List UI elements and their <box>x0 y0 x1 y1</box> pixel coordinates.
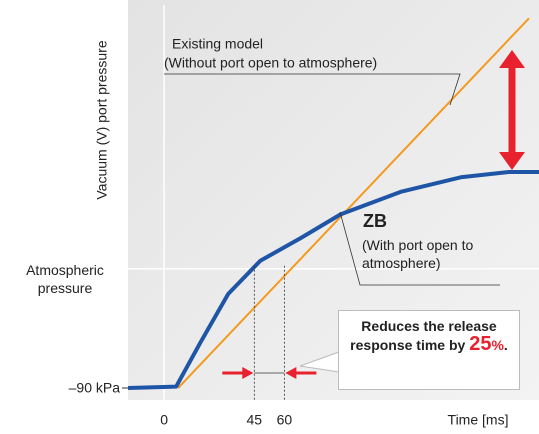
y-tick-label: Atmospheric pressure <box>26 261 104 296</box>
series-line <box>127 169 539 390</box>
callout-end: . <box>503 337 508 353</box>
x-tick-label: 0 <box>160 412 168 428</box>
series-line <box>177 17 530 389</box>
diff-arrow-head <box>499 152 525 170</box>
y-axis-label: Vacuum (V) port pressure <box>94 40 110 199</box>
callout: Reduces the release response time by 25%… <box>338 310 520 390</box>
x-tick-label: 45 <box>247 412 263 428</box>
series-label: Existing model <box>172 36 263 52</box>
leader-line <box>339 211 500 286</box>
series-note: (With port open to atmosphere) <box>362 237 474 271</box>
x-tick-label: 60 <box>277 412 293 428</box>
callout-unit: % <box>491 337 504 353</box>
span-arrow-head <box>242 367 254 379</box>
callout-text: Reduces the release response time by <box>350 318 497 353</box>
leader-line <box>164 73 461 106</box>
diff-arrow-head <box>499 50 525 68</box>
x-axis-label: Time [ms] <box>448 412 509 428</box>
series-label: ZB <box>363 211 387 231</box>
y-tick-label: –90 kPa <box>69 380 121 396</box>
span-arrow-head <box>285 367 297 379</box>
callout-value: 25 <box>469 333 492 355</box>
series-note: (Without port open to atmosphere) <box>164 55 377 71</box>
